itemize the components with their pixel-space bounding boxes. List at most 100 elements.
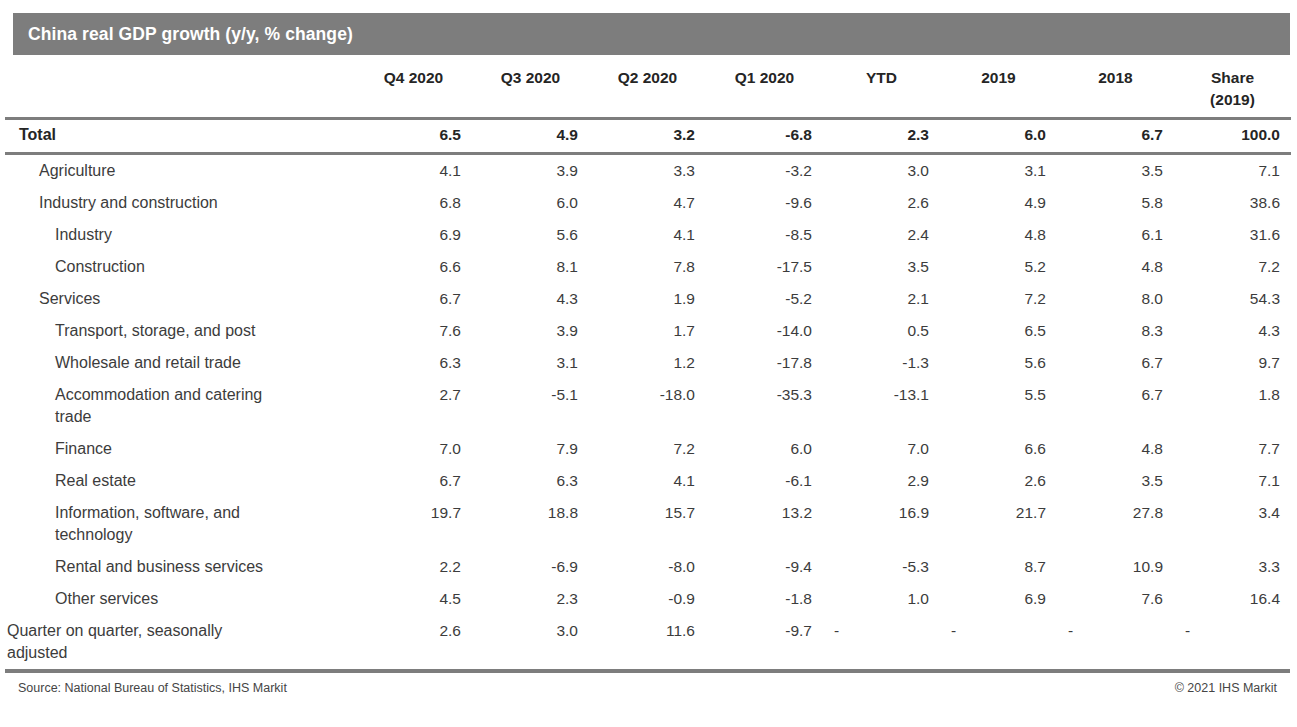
value-cell: 7.0 bbox=[355, 433, 472, 465]
value-cell: 6.7 bbox=[1057, 379, 1174, 433]
value-cell: 3.5 bbox=[1057, 465, 1174, 497]
value-cell: 3.3 bbox=[1174, 551, 1291, 583]
value-cell: 6.6 bbox=[355, 251, 472, 283]
value-cell: 2.3 bbox=[823, 119, 940, 154]
value-cell: 6.8 bbox=[355, 187, 472, 219]
value-cell: -17.5 bbox=[706, 251, 823, 283]
value-cell: 4.1 bbox=[589, 465, 706, 497]
table-row: Quarter on quarter, seasonally adjusted2… bbox=[5, 615, 1291, 669]
value-cell: -5.1 bbox=[472, 379, 589, 433]
column-header: 2019 bbox=[940, 55, 1057, 119]
value-cell: 3.3 bbox=[589, 154, 706, 188]
value-cell: 3.0 bbox=[823, 154, 940, 188]
footer-copyright: © 2021 IHS Markit bbox=[1175, 681, 1277, 695]
value-cell: -5.2 bbox=[706, 283, 823, 315]
value-cell: -8.5 bbox=[706, 219, 823, 251]
value-cell: 3.2 bbox=[589, 119, 706, 154]
column-header: YTD bbox=[823, 55, 940, 119]
value-cell: 8.1 bbox=[472, 251, 589, 283]
value-cell: 4.8 bbox=[1057, 251, 1174, 283]
value-cell: 7.1 bbox=[1174, 154, 1291, 188]
value-cell: 3.5 bbox=[823, 251, 940, 283]
value-cell: -8.0 bbox=[589, 551, 706, 583]
value-cell: 5.2 bbox=[940, 251, 1057, 283]
value-cell: 8.7 bbox=[940, 551, 1057, 583]
column-header: Share (2019) bbox=[1174, 55, 1291, 119]
value-cell: 2.6 bbox=[355, 615, 472, 669]
value-cell: 6.7 bbox=[1057, 347, 1174, 379]
value-cell: 18.8 bbox=[472, 497, 589, 551]
value-cell: -1.8 bbox=[706, 583, 823, 615]
table-row: Agriculture4.13.93.3-3.23.03.13.57.1 bbox=[5, 154, 1291, 188]
value-cell: 3.1 bbox=[472, 347, 589, 379]
value-cell: 16.9 bbox=[823, 497, 940, 551]
value-cell: 4.5 bbox=[355, 583, 472, 615]
value-cell: 6.9 bbox=[355, 219, 472, 251]
value-cell: -18.0 bbox=[589, 379, 706, 433]
value-cell: -6.1 bbox=[706, 465, 823, 497]
value-cell: 7.1 bbox=[1174, 465, 1291, 497]
value-cell: 5.6 bbox=[940, 347, 1057, 379]
value-cell: 3.1 bbox=[940, 154, 1057, 188]
value-cell: 16.4 bbox=[1174, 583, 1291, 615]
gdp-table: Q4 2020Q3 2020Q2 2020Q1 2020YTD20192018S… bbox=[5, 55, 1291, 669]
value-cell: 7.2 bbox=[940, 283, 1057, 315]
value-cell: 4.9 bbox=[940, 187, 1057, 219]
row-label: Construction bbox=[5, 251, 355, 283]
row-label: Quarter on quarter, seasonally adjusted bbox=[5, 615, 355, 669]
value-cell: 7.6 bbox=[1057, 583, 1174, 615]
value-cell: 6.0 bbox=[940, 119, 1057, 154]
value-cell: 38.6 bbox=[1174, 187, 1291, 219]
value-cell: 3.4 bbox=[1174, 497, 1291, 551]
row-label: Transport, storage, and post bbox=[5, 315, 355, 347]
column-header: Q1 2020 bbox=[706, 55, 823, 119]
value-cell: 21.7 bbox=[940, 497, 1057, 551]
table-row: Finance7.07.97.26.07.06.64.87.7 bbox=[5, 433, 1291, 465]
value-cell: 6.6 bbox=[940, 433, 1057, 465]
value-cell: 6.7 bbox=[355, 465, 472, 497]
value-cell: 2.4 bbox=[823, 219, 940, 251]
value-cell: -13.1 bbox=[823, 379, 940, 433]
value-cell: -6.9 bbox=[472, 551, 589, 583]
value-cell: 3.9 bbox=[472, 154, 589, 188]
table-row: Transport, storage, and post7.63.91.7-14… bbox=[5, 315, 1291, 347]
row-label: Accommodation and catering trade bbox=[5, 379, 355, 433]
value-cell: 4.1 bbox=[589, 219, 706, 251]
value-cell: 1.2 bbox=[589, 347, 706, 379]
table-title: China real GDP growth (y/y, % change) bbox=[28, 24, 353, 45]
value-cell: 4.8 bbox=[1057, 433, 1174, 465]
column-header: Q2 2020 bbox=[589, 55, 706, 119]
table-row: Accommodation and catering trade2.7-5.1-… bbox=[5, 379, 1291, 433]
value-cell: - bbox=[1174, 615, 1291, 669]
value-cell: -17.8 bbox=[706, 347, 823, 379]
value-cell: 2.6 bbox=[823, 187, 940, 219]
table-row: Information, software, and technology19.… bbox=[5, 497, 1291, 551]
table-row: Real estate6.76.34.1-6.12.92.63.57.1 bbox=[5, 465, 1291, 497]
value-cell: 7.6 bbox=[355, 315, 472, 347]
value-cell: -9.7 bbox=[706, 615, 823, 669]
value-cell: 6.5 bbox=[355, 119, 472, 154]
row-label: Industry and construction bbox=[5, 187, 355, 219]
value-cell: 7.7 bbox=[1174, 433, 1291, 465]
value-cell: 8.0 bbox=[1057, 283, 1174, 315]
value-cell: 2.1 bbox=[823, 283, 940, 315]
row-label: Other services bbox=[5, 583, 355, 615]
value-cell: 6.0 bbox=[706, 433, 823, 465]
row-label: Real estate bbox=[5, 465, 355, 497]
value-cell: -0.9 bbox=[589, 583, 706, 615]
value-cell: -35.3 bbox=[706, 379, 823, 433]
value-cell: 1.9 bbox=[589, 283, 706, 315]
value-cell: 4.7 bbox=[589, 187, 706, 219]
footer: Source: National Bureau of Statistics, I… bbox=[5, 669, 1290, 695]
table-row: Total6.54.93.2-6.82.36.06.7100.0 bbox=[5, 119, 1291, 154]
value-cell: -9.4 bbox=[706, 551, 823, 583]
value-cell: 6.1 bbox=[1057, 219, 1174, 251]
table-title-bar: China real GDP growth (y/y, % change) bbox=[13, 13, 1290, 55]
value-cell: 15.7 bbox=[589, 497, 706, 551]
value-cell: 5.5 bbox=[940, 379, 1057, 433]
value-cell: 7.8 bbox=[589, 251, 706, 283]
value-cell: 1.7 bbox=[589, 315, 706, 347]
value-cell: 1.8 bbox=[1174, 379, 1291, 433]
value-cell: -3.2 bbox=[706, 154, 823, 188]
row-label: Services bbox=[5, 283, 355, 315]
